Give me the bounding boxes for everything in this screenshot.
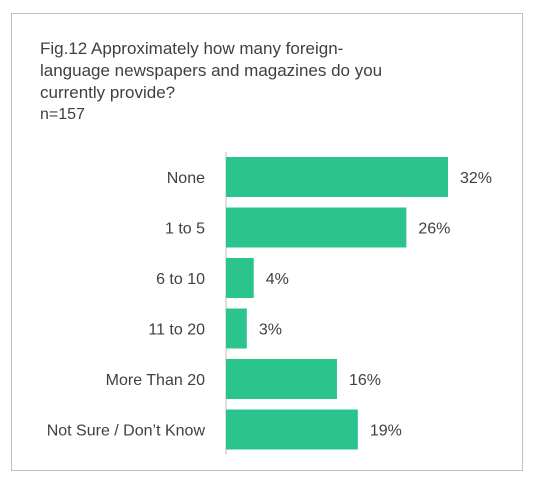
data-label: 16% [349, 372, 381, 389]
data-label: 19% [370, 423, 402, 440]
bar [226, 207, 407, 248]
chart-subtitle: n=157 [40, 106, 85, 123]
bar [226, 258, 254, 298]
data-label: 32% [460, 170, 492, 187]
chart-title: Fig.12 Approximately how many foreign-la… [40, 39, 383, 102]
category-label: Not Sure / Don’t Know [47, 423, 206, 440]
bar [226, 409, 358, 450]
category-label: 1 to 5 [165, 221, 205, 238]
bar [226, 359, 337, 399]
bar [226, 157, 448, 197]
bar [226, 308, 247, 349]
data-label: 4% [266, 271, 289, 288]
category-label: 6 to 10 [156, 271, 205, 288]
category-label: More Than 20 [106, 372, 205, 389]
chart-frame [11, 13, 523, 471]
data-label: 3% [259, 322, 282, 339]
data-label: 26% [418, 221, 450, 238]
category-label: 11 to 20 [148, 322, 205, 339]
category-label: None [167, 170, 205, 187]
